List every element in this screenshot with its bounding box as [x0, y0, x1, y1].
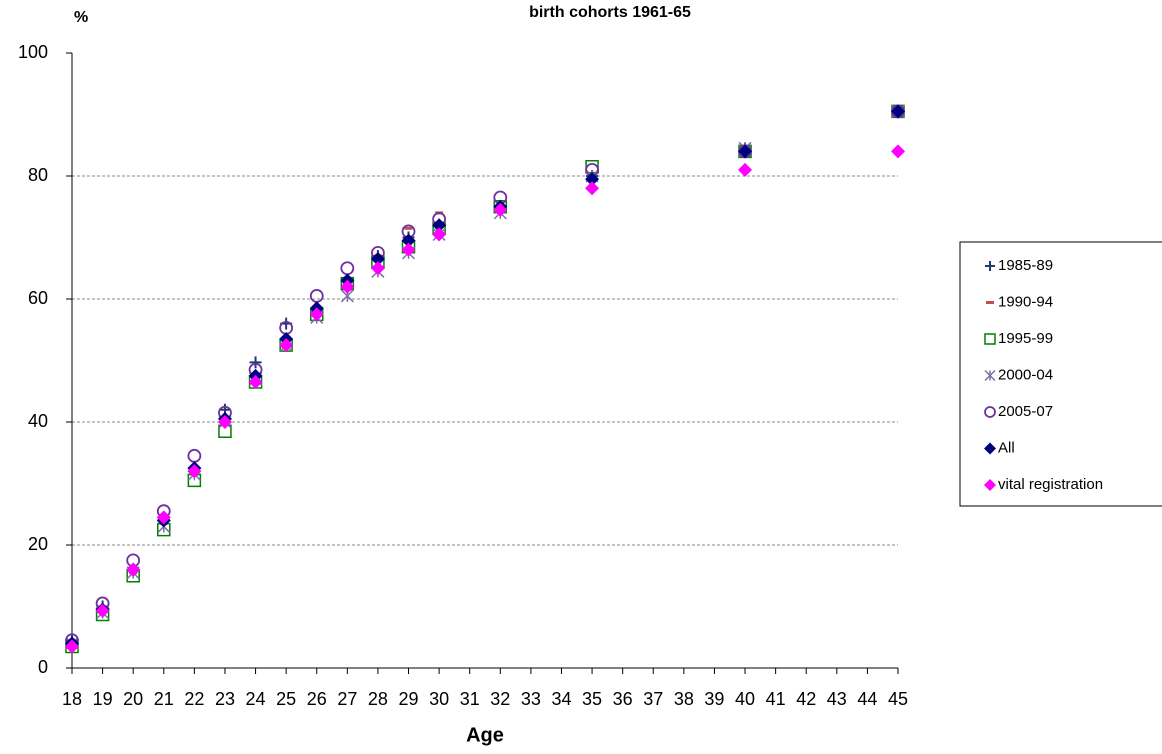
point — [65, 639, 79, 654]
x-tick-label: 44 — [857, 689, 877, 709]
x-tick-label: 28 — [368, 689, 388, 709]
point — [126, 562, 141, 577]
point — [340, 261, 355, 276]
legend-label: 1995-99 — [998, 330, 1053, 347]
x-axis-label: Age — [466, 724, 504, 746]
x-tick-label: 30 — [429, 689, 449, 709]
point — [585, 162, 599, 177]
y-tick-label: 100 — [18, 42, 48, 62]
x-tick-label: 20 — [123, 689, 143, 709]
point — [279, 338, 294, 353]
x-tick-label: 36 — [613, 689, 633, 709]
legend-label: 2005-07 — [998, 403, 1053, 420]
legend-label: 2000-04 — [998, 366, 1053, 383]
point — [401, 224, 416, 239]
legend-marker — [984, 442, 996, 455]
x-tick-label: 42 — [796, 689, 816, 709]
legend-box — [959, 241, 1162, 507]
x-tick-label: 34 — [551, 689, 571, 709]
x-tick-label: 22 — [184, 689, 204, 709]
point — [585, 181, 600, 196]
point — [401, 242, 416, 257]
legend-label: 1985-89 — [998, 257, 1053, 274]
x-tick-label: 31 — [460, 689, 480, 709]
legend-label: 1990-94 — [998, 293, 1053, 310]
y-tick-label: 20 — [28, 534, 48, 554]
point — [279, 321, 294, 335]
point — [309, 289, 324, 303]
x-tick-label: 39 — [704, 689, 724, 709]
point — [126, 553, 141, 568]
point — [432, 227, 447, 242]
x-tick-label: 25 — [276, 689, 296, 709]
x-tick-label: 45 — [888, 689, 908, 709]
legend-marker — [985, 261, 995, 271]
y-tick-label: 40 — [28, 411, 48, 431]
point — [156, 510, 171, 525]
x-tick-label: 19 — [93, 689, 113, 709]
point — [401, 233, 416, 248]
point — [249, 356, 262, 369]
point — [738, 144, 753, 159]
legend-marker — [984, 369, 996, 382]
y-tick-label: 0 — [38, 657, 48, 677]
x-tick-label: 26 — [307, 689, 327, 709]
point — [309, 307, 324, 322]
x-tick-label: 24 — [246, 689, 266, 709]
legend-marker — [984, 479, 996, 491]
x-tick-label: 35 — [582, 689, 602, 709]
x-tick-label: 43 — [827, 689, 847, 709]
point — [217, 415, 232, 429]
legend-marker — [984, 406, 996, 418]
x-tick-label: 21 — [154, 689, 174, 709]
x-tick-label: 41 — [766, 689, 786, 709]
chart-title: birth cohorts 1961-65 — [529, 4, 691, 21]
x-tick-label: 18 — [62, 689, 82, 709]
point — [493, 202, 508, 217]
point — [248, 375, 263, 390]
x-tick-label: 23 — [215, 689, 235, 709]
point — [370, 261, 385, 276]
x-tick-label: 37 — [643, 689, 663, 709]
point — [891, 144, 905, 159]
legend-label: All — [998, 439, 1015, 456]
point — [187, 448, 202, 463]
point — [187, 464, 202, 479]
y-tick-label: 80 — [28, 165, 48, 185]
point — [493, 200, 508, 214]
x-tick-label: 29 — [399, 689, 419, 709]
point — [493, 190, 508, 205]
x-tick-label: 27 — [337, 689, 357, 709]
legend-label: vital registration — [998, 476, 1103, 493]
point — [340, 279, 355, 294]
point — [432, 218, 447, 233]
y-axis-label: % — [74, 9, 88, 26]
x-tick-label: 33 — [521, 689, 541, 709]
x-tick-label: 38 — [674, 689, 694, 709]
y-tick-label: 60 — [28, 288, 48, 308]
x-tick-label: 40 — [735, 689, 755, 709]
legend-marker — [984, 333, 996, 345]
point — [585, 172, 600, 187]
point — [370, 252, 385, 267]
point — [891, 104, 905, 119]
point — [95, 603, 110, 618]
point — [738, 162, 753, 177]
x-tick-label: 32 — [490, 689, 510, 709]
